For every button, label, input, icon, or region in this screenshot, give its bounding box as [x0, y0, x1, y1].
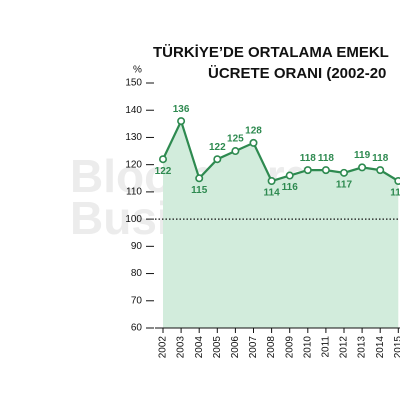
point — [358, 163, 367, 172]
x-tick-label: 2015 — [393, 336, 400, 359]
y-tick-label: 110 — [126, 187, 142, 198]
data-label: 122 — [155, 166, 172, 177]
data-label: 128 — [245, 126, 262, 137]
data-label: 114 — [264, 188, 281, 199]
y-tick-label: 80 — [131, 268, 143, 279]
point — [159, 155, 168, 164]
data-label: 125 — [227, 134, 244, 145]
point — [195, 174, 204, 183]
chart-title: ÜCRETE ORANI (2002-20 — [208, 65, 386, 82]
data-label: 122 — [209, 142, 226, 153]
x-tick-label: 2013 — [357, 336, 368, 359]
x-tick-label: 2009 — [284, 336, 295, 359]
chart-title: TÜRKİYE’DE ORTALAMA EMEKL — [153, 44, 389, 61]
y-tick-label: 60 — [131, 323, 143, 334]
data-label: 116 — [282, 182, 299, 193]
point — [394, 177, 400, 185]
x-tick-label: 2006 — [230, 336, 241, 359]
data-label: 119 — [354, 150, 371, 161]
y-tick-label: 130 — [125, 132, 142, 143]
point — [303, 166, 312, 175]
point — [267, 177, 276, 186]
point — [213, 155, 222, 164]
data-label: 115 — [191, 185, 208, 196]
x-tick-label: 2008 — [266, 336, 277, 359]
point — [285, 171, 294, 180]
x-tick-label: 2004 — [194, 336, 205, 359]
data-label: 136 — [173, 104, 190, 115]
x-tick-label: 2002 — [158, 336, 169, 359]
point — [321, 166, 330, 175]
point — [376, 166, 385, 175]
data-label: 118 — [300, 153, 317, 164]
y-tick-label: 120 — [125, 159, 142, 170]
data-label: 117 — [336, 179, 353, 190]
y-tick-label: 150 — [125, 78, 142, 89]
y-tick-label: 70 — [131, 295, 143, 306]
x-tick-label: 2003 — [176, 336, 187, 359]
x-tick-label: 2007 — [248, 336, 259, 359]
data-label: 114 — [390, 188, 400, 199]
x-tick-label: 2014 — [375, 336, 386, 359]
y-tick-label: 100 — [125, 214, 142, 225]
data-label: 118 — [318, 153, 335, 164]
point — [339, 168, 348, 177]
x-tick-label: 2011 — [321, 336, 332, 358]
point — [231, 147, 240, 156]
data-label: 118 — [372, 153, 389, 164]
y-unit: % — [133, 65, 142, 76]
point — [249, 138, 258, 147]
x-tick-label: 2005 — [212, 336, 223, 359]
point — [177, 117, 186, 126]
y-tick-label: 90 — [131, 241, 143, 252]
y-tick-label: 140 — [125, 105, 142, 116]
x-tick-label: 2010 — [302, 336, 313, 359]
x-tick-label: 2012 — [339, 336, 350, 359]
